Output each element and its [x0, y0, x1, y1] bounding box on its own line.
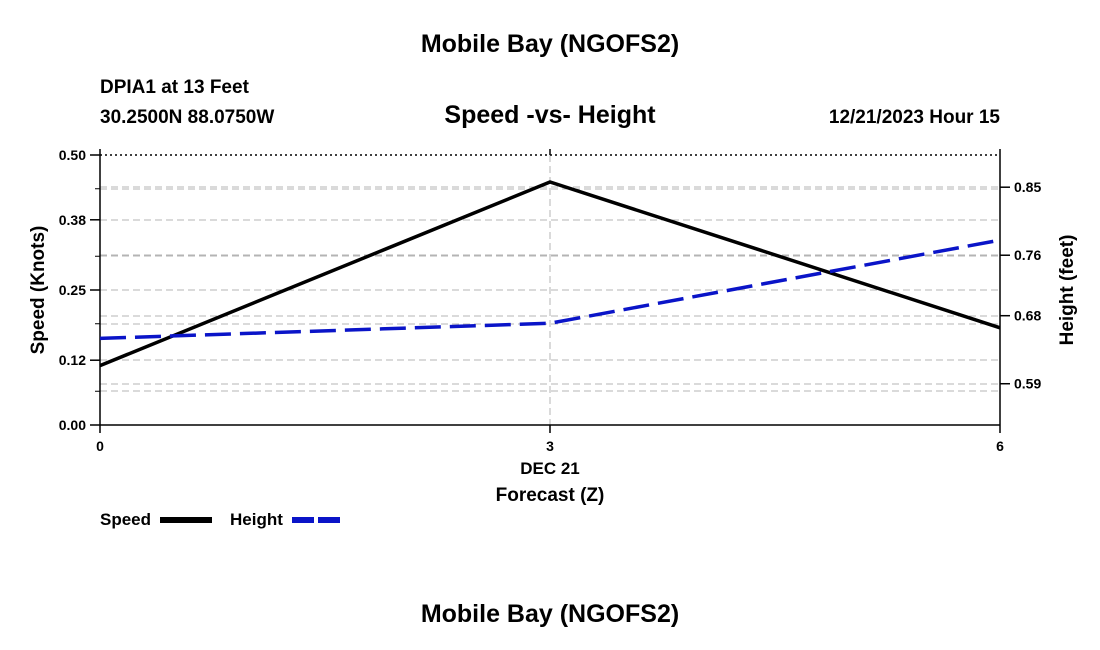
- legend-height-label: Height: [230, 510, 283, 529]
- forecast-date-hour: 12/21/2023 Hour 15: [828, 107, 1000, 128]
- y-tick-label: 0.38: [59, 212, 86, 228]
- chart-title: Speed -vs- Height: [444, 101, 656, 129]
- y-tick-label: 0.00: [59, 417, 86, 433]
- y2-axis-label: Height (feet): [1057, 235, 1078, 346]
- y2-tick-label: 0.68: [1014, 308, 1041, 324]
- station-coordinates: 30.2500N 88.0750W: [100, 107, 275, 128]
- legend-speed-label: Speed: [100, 510, 151, 529]
- station-label: DPIA1 at 13 Feet: [100, 77, 249, 98]
- y2-tick-label: 0.59: [1014, 376, 1041, 392]
- y-tick-label: 0.50: [59, 147, 86, 163]
- x-tick-label: 6: [996, 438, 1004, 454]
- y-axis-label: Speed (Knots): [28, 226, 49, 355]
- x-axis-label: Forecast (Z): [496, 485, 605, 506]
- bottom-title: Mobile Bay (NGOFS2): [420, 600, 680, 628]
- page-title: Mobile Bay (NGOFS2): [420, 30, 680, 58]
- y2-tick-label: 0.76: [1014, 247, 1041, 263]
- speed-height-chart: 0.00 0.12 0.25 0.38 0.50 0.59 0.68 0.76 0.85 0 3 6 D…: [28, 147, 1078, 529]
- y-tick-label: 0.12: [59, 352, 86, 368]
- x-tick-label: 0: [96, 438, 104, 454]
- height-series-line: [99, 238, 1001, 341]
- y-tick-label: 0.25: [59, 282, 86, 298]
- y2-tick-label: 0.85: [1014, 179, 1041, 195]
- x-date-label: DEC 21: [520, 459, 580, 478]
- x-tick-label: 3: [546, 438, 554, 454]
- speed-series-line: [99, 180, 1001, 368]
